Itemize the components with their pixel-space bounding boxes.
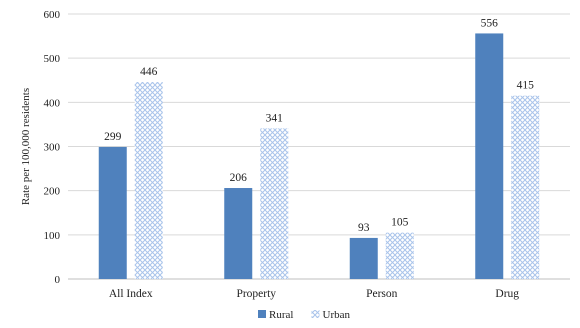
data-label: 93 bbox=[358, 222, 370, 234]
data-label: 415 bbox=[517, 80, 535, 92]
bar-rural bbox=[224, 188, 253, 279]
legend-label-rural: Rural bbox=[269, 309, 293, 321]
x-axis-categories: All Index Property Person Drug bbox=[109, 288, 519, 300]
data-label: 556 bbox=[481, 17, 499, 29]
y-tick-label: 600 bbox=[44, 9, 61, 21]
bar-urban bbox=[260, 128, 289, 279]
y-tick-label: 200 bbox=[44, 186, 61, 198]
legend: Rural Urban bbox=[258, 309, 350, 321]
bar-urban bbox=[134, 82, 163, 280]
y-axis-ticks: 0 100 200 300 400 500 600 bbox=[44, 9, 61, 286]
bar-rural bbox=[98, 146, 127, 279]
data-label: 206 bbox=[230, 172, 248, 184]
category-label: Drug bbox=[495, 288, 519, 300]
legend-swatch-urban bbox=[311, 310, 320, 318]
y-tick-label: 500 bbox=[44, 53, 61, 65]
data-label: 341 bbox=[266, 112, 284, 124]
data-labels: 299 446 206 341 93 105 556 415 bbox=[104, 17, 534, 233]
bar-urban bbox=[385, 232, 414, 279]
y-tick-label: 0 bbox=[55, 274, 61, 286]
y-tick-label: 300 bbox=[44, 142, 61, 154]
bars bbox=[98, 33, 540, 280]
legend-swatch-rural bbox=[258, 310, 266, 318]
y-tick-label: 100 bbox=[44, 230, 61, 242]
category-label: All Index bbox=[109, 288, 153, 300]
data-label: 446 bbox=[140, 66, 158, 78]
bar-rural bbox=[475, 33, 504, 279]
y-tick-label: 400 bbox=[44, 97, 61, 109]
category-label: Person bbox=[366, 288, 398, 300]
category-label: Property bbox=[236, 288, 276, 300]
bar-rural bbox=[349, 237, 378, 279]
data-label: 299 bbox=[104, 131, 122, 143]
y-axis-title: Rate per 100,000 residents bbox=[20, 88, 32, 205]
bar-urban bbox=[511, 95, 540, 279]
legend-label-urban: Urban bbox=[323, 309, 351, 321]
data-label: 105 bbox=[391, 217, 409, 229]
